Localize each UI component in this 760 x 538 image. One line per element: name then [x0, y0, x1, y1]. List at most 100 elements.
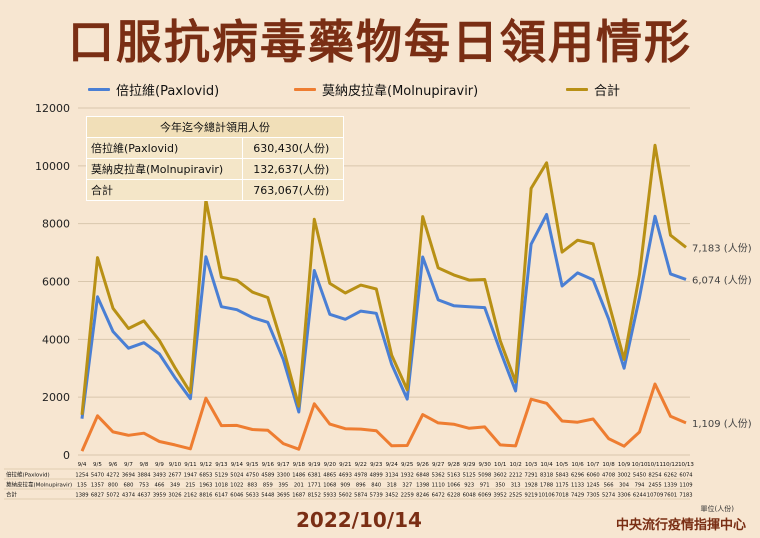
data-table-cell: 4637	[137, 493, 150, 499]
data-table-cell: 466	[154, 483, 164, 489]
series-line-total	[80, 143, 687, 415]
data-table-cell: 5933	[323, 493, 336, 499]
data-table-cell: 6848	[416, 473, 429, 479]
legend-item-total: 合計	[566, 80, 620, 99]
data-table-cell: 1068	[323, 483, 336, 489]
y-tick-label: 4000	[42, 333, 70, 346]
data-table-cell: 4708	[602, 473, 615, 479]
data-table-cell: 1254	[75, 473, 89, 479]
x-tick-label: 10/12	[663, 462, 679, 468]
data-table-cell: 9219	[525, 493, 538, 499]
x-tick-label: 10/5	[556, 462, 569, 468]
data-table-cell: 794	[635, 483, 646, 489]
x-tick-label: 9/26	[417, 462, 430, 468]
data-table-cell: 859	[263, 483, 273, 489]
y-tick-label: 0	[63, 449, 70, 462]
y-tick-label: 12000	[35, 102, 70, 115]
x-tick-label: 9/20	[324, 462, 337, 468]
data-table-cell: 1066	[447, 483, 460, 489]
data-table-cell: 201	[294, 483, 304, 489]
data-table-cell: 8152	[308, 493, 321, 499]
data-table-cell: 1022	[230, 483, 243, 489]
x-tick-label: 9/9	[155, 462, 164, 468]
x-tick-label: 9/30	[478, 462, 491, 468]
data-table-cell: 4272	[106, 473, 119, 479]
legend-swatch-molnupiravir	[294, 88, 316, 91]
data-table-cell: 800	[108, 483, 118, 489]
data-table-row-label: 倍拉維(Paxlovid)	[6, 471, 50, 479]
x-tick-label: 9/19	[308, 462, 321, 468]
x-tick-label: 10/8	[602, 462, 615, 468]
data-table-cell: 3695	[277, 493, 290, 499]
data-table-cell: 4589	[261, 473, 274, 479]
data-table-cell: 4750	[246, 473, 259, 479]
x-tick-label: 9/25	[401, 462, 414, 468]
summary-value: 630,430(人份)	[242, 137, 344, 159]
data-table-cell: 2212	[509, 473, 522, 479]
data-table-cell: 6296	[571, 473, 584, 479]
summary-value: 763,067(人份)	[242, 179, 344, 201]
summary-row-total: 合計 763,067(人份)	[85, 179, 344, 201]
legend-swatch-paxlovid	[88, 88, 110, 91]
footer-date: 2022/10/14	[296, 508, 422, 532]
data-table-cell: 5125	[463, 473, 476, 479]
data-table-row-label: 莫納皮拉韋(Molnupiravir)	[6, 481, 72, 489]
legend-item-paxlovid: 倍拉維(Paxlovid)	[88, 80, 219, 99]
data-table-cell: 4865	[323, 473, 336, 479]
data-table-cell: 840	[371, 483, 381, 489]
data-table-cell: 1947	[184, 473, 197, 479]
data-table-cell: 10709	[647, 493, 664, 499]
data-table-cell: 349	[170, 483, 180, 489]
x-tick-label: 9/15	[246, 462, 259, 468]
x-tick-label: 10/13	[678, 462, 694, 468]
x-tick-label: 10/10	[632, 462, 648, 468]
data-table-cell: 1018	[215, 483, 228, 489]
data-table-cell: 3493	[153, 473, 166, 479]
data-table-cell: 2455	[648, 483, 661, 489]
data-table-cell: 6472	[432, 493, 445, 499]
x-tick-label: 9/21	[339, 462, 351, 468]
summary-name: 倍拉維(Paxlovid)	[85, 137, 244, 159]
data-table-cell: 1109	[679, 483, 692, 489]
data-table-cell: 5470	[91, 473, 104, 479]
data-table-cell: 6381	[308, 473, 321, 479]
data-table-cell: 5072	[106, 493, 119, 499]
summary-row-molnupiravir: 莫納皮拉韋(Molnupiravir) 132,637(人份)	[85, 158, 344, 180]
end-label-paxlovid: 6,074 (人份)	[692, 274, 752, 286]
data-table-cell: 909	[340, 483, 350, 489]
data-table-cell: 5874	[354, 493, 368, 499]
x-tick-label: 9/14	[231, 462, 244, 468]
data-table-cell: 1133	[571, 483, 584, 489]
y-tick-label: 10000	[35, 160, 70, 173]
data-table-cell: 1389	[75, 493, 88, 499]
data-table-cell: 6244	[633, 493, 647, 499]
data-table-cell: 6074	[679, 473, 693, 479]
data-table-cell: 6048	[463, 493, 476, 499]
x-tick-label: 9/18	[293, 462, 306, 468]
x-tick-label: 9/22	[355, 462, 367, 468]
page-title: 口服抗病毒藥物每日領用情形	[68, 15, 692, 69]
x-tick-label: 9/8	[140, 462, 149, 468]
data-table-cell: 6069	[478, 493, 491, 499]
x-tick-label: 9/6	[109, 462, 118, 468]
data-table-cell: 7018	[556, 493, 569, 499]
data-table-cell: 1339	[664, 483, 677, 489]
data-table-cell: 1398	[416, 483, 429, 489]
legend-swatch-total	[566, 88, 588, 91]
data-table-cell: 3452	[385, 493, 398, 499]
data-table-cell: 318	[387, 483, 397, 489]
data-table-cell: 3026	[168, 493, 181, 499]
x-tick-label: 9/11	[184, 462, 196, 468]
data-table-cell: 6262	[664, 473, 677, 479]
data-table-row-label: 合計	[6, 491, 18, 499]
data-table-cell: 5163	[447, 473, 460, 479]
footer-org: 中央流行疫情指揮中心	[615, 518, 746, 533]
data-table-cell: 5448	[261, 493, 274, 499]
summary-name: 莫納皮拉韋(Molnupiravir)	[85, 158, 244, 180]
y-tick-label: 8000	[42, 218, 70, 231]
data-table-cell: 3134	[385, 473, 399, 479]
x-tick-label: 10/6	[571, 462, 584, 468]
data-table-cell: 4899	[370, 473, 383, 479]
data-table-cell: 5739	[370, 493, 383, 499]
